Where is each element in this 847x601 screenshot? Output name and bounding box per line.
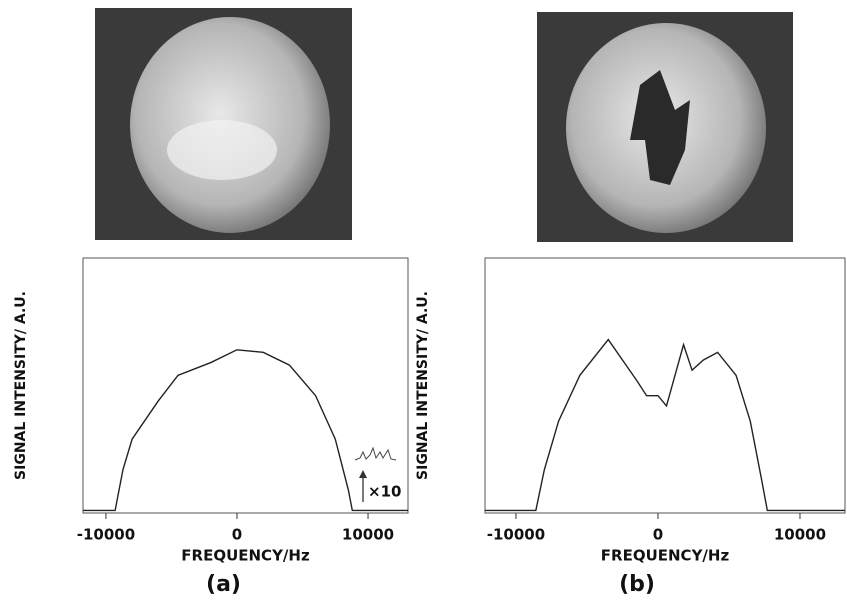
x-tick-label: -10000 xyxy=(487,526,545,544)
inset-trace xyxy=(354,446,397,461)
x-tick-label: 10000 xyxy=(342,526,394,544)
spectrum-line xyxy=(83,349,408,512)
plot-frame xyxy=(484,257,846,514)
x-axis-label: FREQUENCY/Hz xyxy=(601,547,730,565)
annotation-arrowhead xyxy=(359,470,367,478)
panel-caption: (a) xyxy=(206,572,241,597)
photo-a xyxy=(95,8,352,240)
x-tick-label: 0 xyxy=(232,526,242,544)
panel-caption: (b) xyxy=(619,572,655,597)
x-tick-label: 0 xyxy=(653,526,663,544)
x-axis-label: FREQUENCY/Hz xyxy=(181,547,310,565)
x-tick-label: -10000 xyxy=(77,526,135,544)
y-axis-label: SIGNAL INTENSITY/ A.U. xyxy=(415,291,431,480)
annotation: ×10 xyxy=(368,483,401,501)
photo-b xyxy=(537,12,793,242)
spectrum-line xyxy=(485,338,845,512)
x-tick-label: 10000 xyxy=(774,526,826,544)
y-axis-label: SIGNAL INTENSITY/ A.U. xyxy=(13,291,29,480)
plot-frame xyxy=(82,257,409,514)
